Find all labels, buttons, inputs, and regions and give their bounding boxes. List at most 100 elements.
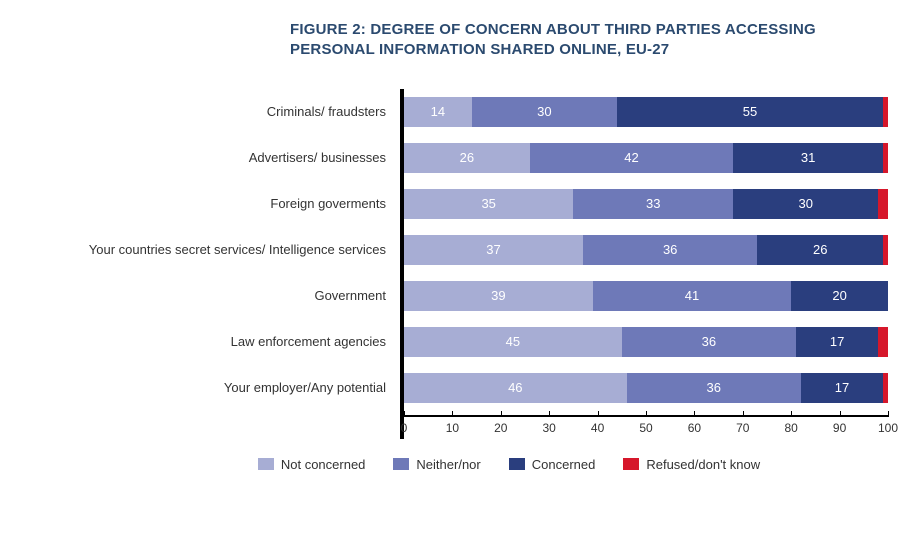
y-axis-labels: Criminals/ fraudstersAdvertisers/ busine…: [30, 89, 400, 439]
x-tick-label: 40: [591, 421, 604, 435]
bar-value: 30: [537, 104, 551, 119]
concern-chart: Criminals/ fraudstersAdvertisers/ busine…: [30, 89, 888, 439]
legend-label: Refused/don't know: [646, 457, 760, 472]
bar-segment-not_concerned: 14: [404, 97, 472, 127]
legend-swatch: [509, 458, 525, 470]
x-tick: [646, 411, 647, 417]
bar-segment-neither_nor: 33: [573, 189, 733, 219]
bar-segment-concerned: 20: [791, 281, 888, 311]
x-tick: [743, 411, 744, 417]
bar-segment-concerned: 55: [617, 97, 883, 127]
bar-value: 14: [431, 104, 445, 119]
category-label: Criminals/ fraudsters: [30, 89, 400, 135]
legend-item-concerned: Concerned: [509, 457, 596, 472]
bar-segment-refused: [883, 373, 888, 403]
bar-segment-not_concerned: 45: [404, 327, 622, 357]
bar-value: 20: [832, 288, 846, 303]
bar-segment-not_concerned: 35: [404, 189, 573, 219]
bar-segment-neither_nor: 42: [530, 143, 733, 173]
bar-segment-refused: [878, 189, 888, 219]
bar-segment-concerned: 17: [801, 373, 883, 403]
bar-segment-concerned: 30: [733, 189, 878, 219]
bar-segment-concerned: 17: [796, 327, 878, 357]
category-label: Government: [30, 273, 400, 319]
bar-value: 46: [508, 380, 522, 395]
stacked-bar: 46 36 17: [404, 373, 888, 403]
bar-segment-neither_nor: 36: [622, 327, 796, 357]
x-tick: [791, 411, 792, 417]
bar-value: 45: [506, 334, 520, 349]
legend-swatch: [623, 458, 639, 470]
x-tick-label: 80: [785, 421, 798, 435]
x-tick: [549, 411, 550, 417]
bar-segment-refused: [883, 143, 888, 173]
bar-value: 31: [801, 150, 815, 165]
x-tick-label: 10: [446, 421, 459, 435]
bar-segment-not_concerned: 37: [404, 235, 583, 265]
x-tick: [694, 411, 695, 417]
stacked-bar: 37 36 26: [404, 235, 888, 265]
x-tick-label: 50: [639, 421, 652, 435]
bar-container: 14 30 55 26 42 31 35 33 30 37 36 26 39 41 20 45 36 17 46 36…: [404, 89, 888, 411]
x-tick-label: 0: [401, 421, 408, 435]
legend-item-refused: Refused/don't know: [623, 457, 760, 472]
bar-value: 26: [460, 150, 474, 165]
x-tick-label: 30: [543, 421, 556, 435]
bar-value: 33: [646, 196, 660, 211]
legend-item-neither_nor: Neither/nor: [393, 457, 480, 472]
legend-item-not_concerned: Not concerned: [258, 457, 366, 472]
bar-value: 55: [743, 104, 757, 119]
bar-segment-neither_nor: 30: [472, 97, 617, 127]
bar-segment-concerned: 31: [733, 143, 883, 173]
bar-value: 42: [624, 150, 638, 165]
bar-value: 36: [707, 380, 721, 395]
x-tick: [888, 411, 889, 417]
bar-row: 26 42 31: [404, 135, 888, 181]
chart-title: FIGURE 2: DEGREE OF CONCERN ABOUT THIRD …: [30, 20, 888, 61]
bar-row: 37 36 26: [404, 227, 888, 273]
x-tick: [598, 411, 599, 417]
bar-segment-not_concerned: 39: [404, 281, 593, 311]
x-tick-label: 90: [833, 421, 846, 435]
x-tick: [404, 411, 405, 417]
bar-value: 17: [835, 380, 849, 395]
bar-segment-refused: [883, 97, 888, 127]
bar-segment-neither_nor: 41: [593, 281, 791, 311]
stacked-bar: 14 30 55: [404, 97, 888, 127]
bar-segment-not_concerned: 46: [404, 373, 627, 403]
legend-swatch: [258, 458, 274, 470]
x-tick: [840, 411, 841, 417]
stacked-bar: 45 36 17: [404, 327, 888, 357]
bar-segment-not_concerned: 26: [404, 143, 530, 173]
bar-value: 41: [685, 288, 699, 303]
category-label: Advertisers/ businesses: [30, 135, 400, 181]
legend-label: Neither/nor: [416, 457, 480, 472]
bar-row: 46 36 17: [404, 365, 888, 411]
bar-value: 26: [813, 242, 827, 257]
category-label: Law enforcement agencies: [30, 319, 400, 365]
stacked-bar: 35 33 30: [404, 189, 888, 219]
bar-segment-concerned: 26: [757, 235, 883, 265]
bar-value: 37: [486, 242, 500, 257]
chart-title-line2: PERSONAL INFORMATION SHARED ONLINE, EU-2…: [290, 41, 669, 58]
x-axis: 0102030405060708090100: [404, 415, 888, 439]
x-tick-label: 60: [688, 421, 701, 435]
bar-value: 17: [830, 334, 844, 349]
bar-value: 39: [491, 288, 505, 303]
legend: Not concerned Neither/nor Concerned Refused…: [30, 457, 888, 472]
bar-segment-refused: [883, 235, 888, 265]
bar-row: 39 41 20: [404, 273, 888, 319]
category-label: Your countries secret services/ Intellig…: [30, 227, 400, 273]
bar-value: 35: [481, 196, 495, 211]
bar-row: 35 33 30: [404, 181, 888, 227]
legend-label: Not concerned: [281, 457, 366, 472]
stacked-bar: 39 41 20: [404, 281, 888, 311]
x-tick-label: 70: [736, 421, 749, 435]
bar-value: 36: [663, 242, 677, 257]
chart-title-line1: FIGURE 2: DEGREE OF CONCERN ABOUT THIRD …: [290, 21, 816, 38]
bar-value: 30: [798, 196, 812, 211]
bar-segment-refused: [878, 327, 888, 357]
plot-area: 14 30 55 26 42 31 35 33 30 37 36 26 39 41 20 45 36 17 46 36…: [400, 89, 888, 439]
legend-label: Concerned: [532, 457, 596, 472]
stacked-bar: 26 42 31: [404, 143, 888, 173]
